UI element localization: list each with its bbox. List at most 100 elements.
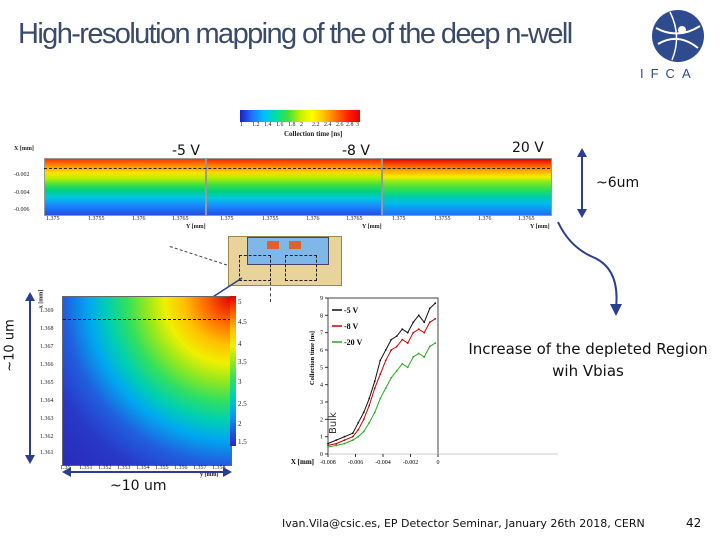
heatmap-y-ticks: 1.369 1.368 1.367 1.366 1.365 1.364 1.36… [40, 308, 54, 456]
series-point [362, 430, 365, 433]
top-x-ticks-3: 1.375 1.3755 1.376 1.3765 [392, 216, 535, 222]
y-tick-label: 6 [320, 348, 323, 354]
series-point [335, 439, 338, 442]
series-point [368, 404, 371, 407]
legend-label-3: -20 V [344, 338, 363, 347]
dashed-pointer-2 [270, 282, 272, 302]
series-point [417, 352, 420, 355]
series-point [412, 356, 415, 358]
top-x-ticks-2: 1.375 1.3755 1.376 1.3765 [220, 216, 363, 222]
series-point [434, 302, 437, 305]
series-point [401, 328, 404, 331]
y-axis-label: Collection time [ns] [309, 331, 316, 385]
height-label: ~10 um [2, 319, 18, 372]
series-point [384, 349, 387, 351]
series-point [379, 397, 382, 400]
top-xlabel-1: Y [mm] [186, 224, 206, 230]
voltage-label-1: -5 V [172, 143, 200, 159]
y-tick-label: 3 [320, 400, 323, 406]
bulk-label: Bulk [328, 412, 339, 434]
series-point [327, 444, 329, 447]
series-point [395, 369, 398, 372]
line-chart-svg: 0 1 2 3 4 5 6 7 8 9 -0.008 -0.006 -0.004 -0.002 0 X [mm… [291, 296, 558, 466]
height-arrow-icon [25, 292, 35, 464]
top-map-panel-1 [44, 158, 206, 216]
top-colorbar-label: Collection time [ns] [284, 130, 343, 138]
series-point [357, 435, 360, 438]
voltage-label-2: -8 V [342, 143, 370, 159]
heatmap-colorbar [230, 296, 236, 446]
width-arrow-icon [62, 467, 232, 477]
series-point [357, 428, 360, 431]
series-point [406, 331, 409, 334]
globe-icon [652, 10, 704, 62]
heatmap-dashed-line [63, 319, 231, 320]
y-tick-label: 7 [320, 331, 323, 337]
series-point [351, 432, 354, 435]
top-y-tick-2: -0.004 [14, 190, 30, 196]
series-point [373, 380, 376, 383]
series-point [384, 387, 387, 390]
series-point [406, 366, 409, 369]
series-point [384, 359, 387, 362]
series-point [373, 411, 376, 414]
voltage-label-3: 20 V [512, 140, 544, 156]
series-point [362, 411, 365, 414]
heatmap-x-ticks: 1.35 1.351 1.352 1.353 1.354 1.355 1.356… [60, 465, 226, 471]
footer-text: Ivan.Vila@csic.es, EP Detector Seminar, … [282, 517, 645, 530]
series-point [368, 397, 371, 400]
series-point [362, 418, 365, 421]
heatmap [62, 296, 232, 466]
top-colorbar-ticks: 1 1.2 1.4 1.6 1.8 2 2.2 2.4 2.6 2.8 3 [240, 122, 359, 128]
top-y-tick-1: -0.002 [14, 172, 30, 178]
series-point [401, 338, 404, 341]
top-map-panel-3 [382, 158, 552, 216]
y-tick-label: 1 [320, 435, 323, 441]
series-point [423, 331, 426, 334]
legend-label-1: -5 V [344, 306, 359, 315]
series-point [406, 342, 409, 344]
logo-text: IFCA [640, 66, 698, 81]
series-point [395, 345, 398, 348]
depleted-note: Increase of the depleted Region wih Vbia… [468, 340, 708, 380]
series-point [417, 328, 420, 331]
series-point [428, 307, 431, 310]
top-maps-ylabel: X [mm] [14, 146, 34, 152]
series-point [423, 356, 426, 358]
series-point [368, 421, 371, 424]
y-tick-label: 0 [320, 452, 323, 458]
chart-frame [327, 297, 439, 455]
dashed-pointer-1 [169, 246, 228, 266]
y-tick-label: 8 [320, 313, 323, 319]
series-point [412, 321, 415, 324]
series-point [357, 421, 360, 424]
depth-label: ~6um [596, 175, 640, 191]
series-point [417, 314, 420, 317]
x-tick-label: 0 [437, 460, 440, 466]
slide-title: High-resolution mapping of the of the de… [18, 18, 573, 50]
top-x-ticks-1: 1.375 1.3755 1.376 1.3765 [46, 216, 189, 222]
series-point [434, 342, 437, 344]
curved-arrow-icon [557, 221, 622, 316]
legend-label-2: -8 V [344, 322, 359, 331]
heatmap-colorbar-ticks: 5 4.5 4 3.5 3 2.5 2 1.5 [238, 298, 247, 446]
series-point [343, 442, 346, 445]
top-colorbar [240, 110, 360, 122]
series-point [373, 387, 376, 390]
y-tick-label: 5 [320, 365, 323, 371]
x-tick-label: -0.002 [403, 460, 419, 466]
series-point [412, 331, 415, 334]
series-point [351, 435, 354, 438]
x-axis-label: X [mm] [291, 458, 314, 466]
series-point [343, 439, 346, 442]
series-point [379, 359, 382, 362]
ifca-logo [648, 6, 708, 66]
series-point [390, 376, 393, 379]
series-point [390, 349, 393, 351]
pixel-schematic [228, 236, 342, 286]
x-tick-label: -0.008 [320, 460, 336, 466]
width-label: ~10 um [110, 478, 167, 494]
y-tick-label: 4 [320, 383, 323, 389]
top-xlabel-3: Y [mm] [530, 224, 550, 230]
line-chart: 0 1 2 3 4 5 6 7 8 9 -0.008 -0.006 -0.004 -0.002 0 X [mm… [290, 292, 560, 472]
